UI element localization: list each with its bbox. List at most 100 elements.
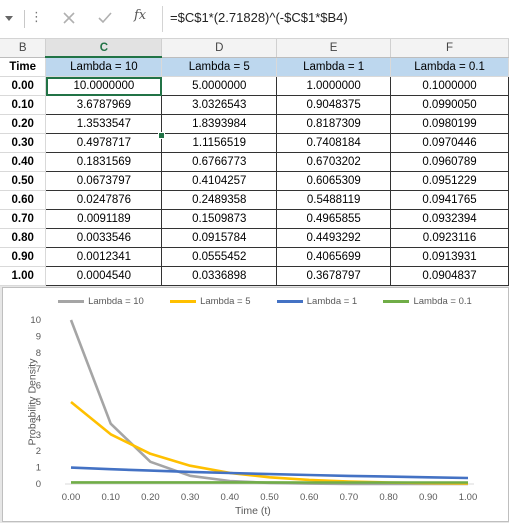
- y-tick-label: 1: [36, 463, 41, 474]
- table-row: 0.80 0.0033546 0.0915784 0.4493292 0.0923116: [0, 228, 509, 248]
- value-cell[interactable]: 0.0247876: [45, 190, 163, 210]
- value-cell[interactable]: 0.4065699: [276, 247, 392, 267]
- value-cell[interactable]: 0.0033546: [45, 228, 163, 248]
- time-cell[interactable]: 0.40: [0, 152, 47, 172]
- x-tick-label: 0.70: [340, 492, 359, 503]
- lambda-header-cell[interactable]: Lambda = 1: [276, 57, 392, 77]
- time-cell[interactable]: 0.50: [0, 171, 47, 191]
- column-header-e[interactable]: E: [276, 39, 392, 58]
- time-cell[interactable]: 1.00: [0, 266, 47, 286]
- column-header-b[interactable]: B: [0, 39, 47, 58]
- value-cell[interactable]: 0.6065309: [276, 171, 392, 191]
- value-cell[interactable]: 0.0555452: [161, 247, 278, 267]
- value-cell[interactable]: 0.0960789: [390, 152, 509, 172]
- value-cell[interactable]: 0.0336898: [161, 266, 278, 286]
- legend-entry[interactable]: Lambda = 0.1: [383, 294, 472, 308]
- y-tick-label: 4: [36, 413, 41, 424]
- value-cell[interactable]: 5.0000000: [161, 76, 278, 96]
- value-cell[interactable]: 0.1831569: [45, 152, 163, 172]
- time-cell[interactable]: 0.20: [0, 114, 47, 134]
- time-cell[interactable]: 0.70: [0, 209, 47, 229]
- name-box-dropdown-icon[interactable]: [5, 12, 13, 24]
- time-header-cell[interactable]: Time: [0, 57, 47, 77]
- value-cell[interactable]: 0.0980199: [390, 114, 509, 134]
- x-tick-label: 1.00: [459, 492, 478, 503]
- more-options-icon[interactable]: ⋮: [30, 9, 43, 24]
- time-cell[interactable]: 0.10: [0, 95, 47, 115]
- column-header-d[interactable]: D: [161, 39, 278, 58]
- value-cell[interactable]: 0.0012341: [45, 247, 163, 267]
- value-cell[interactable]: 0.0951229: [390, 171, 509, 191]
- value-cell[interactable]: 0.0904837: [390, 266, 509, 286]
- time-cell[interactable]: 0.00: [0, 76, 47, 96]
- value-cell[interactable]: 3.0326543: [161, 95, 278, 115]
- time-cell[interactable]: 0.80: [0, 228, 47, 248]
- time-cell[interactable]: 0.90: [0, 247, 47, 267]
- value-cell[interactable]: 0.0932394: [390, 209, 509, 229]
- legend-swatch: [170, 299, 197, 303]
- insert-function-button[interactable]: fx: [134, 8, 147, 23]
- y-tick-label: 8: [36, 348, 41, 359]
- value-cell[interactable]: 0.0913931: [390, 247, 509, 267]
- value-cell[interactable]: 0.0915784: [161, 228, 278, 248]
- time-cell[interactable]: 0.30: [0, 133, 47, 153]
- value-cell[interactable]: 10.0000000: [45, 76, 163, 96]
- legend-entry[interactable]: Lambda = 5: [170, 294, 251, 308]
- value-cell[interactable]: 0.4493292: [276, 228, 392, 248]
- value-cell[interactable]: 1.0000000: [276, 76, 392, 96]
- legend-swatch: [383, 299, 410, 303]
- value-cell[interactable]: 0.4104257: [161, 171, 278, 191]
- value-cell[interactable]: 0.0673797: [45, 171, 163, 191]
- value-cell[interactable]: 0.0004540: [45, 266, 163, 286]
- value-cell[interactable]: 0.3678797: [276, 266, 392, 286]
- line-chart[interactable]: Lambda = 10 Lambda = 5 Lambda = 1 Lambda = …: [2, 287, 509, 522]
- chart-plot-area: 0 1 2 3 4 5 6 7 8 9 10 0.00 0.10 0.20 0.30 0.40 0.50 0.60…: [30, 315, 478, 503]
- sheet-table: B C D E F Time Lambda = 10 Lambda = 5 Lambda = 1…: [0, 39, 509, 286]
- lambda-header-cell[interactable]: Lambda = 0.1: [390, 57, 509, 77]
- value-cell[interactable]: 0.4978717: [45, 133, 163, 153]
- value-cell[interactable]: 0.6766773: [161, 152, 278, 172]
- table-row: 0.20 1.3533547 1.8393984 0.8187309 0.0980199: [0, 114, 509, 134]
- value-cell[interactable]: 1.8393984: [161, 114, 278, 134]
- value-cell[interactable]: 0.0970446: [390, 133, 509, 153]
- time-cell[interactable]: 0.60: [0, 190, 47, 210]
- value-cell[interactable]: 0.9048375: [276, 95, 392, 115]
- lambda-header-cell[interactable]: Lambda = 5: [161, 57, 278, 77]
- lambda-header-cell[interactable]: Lambda = 10: [45, 57, 163, 77]
- y-tick-label: 9: [36, 331, 41, 342]
- value-cell[interactable]: 0.0923116: [390, 228, 509, 248]
- value-cell[interactable]: 0.7408184: [276, 133, 392, 153]
- legend-entry[interactable]: Lambda = 1: [276, 294, 357, 308]
- value-cell[interactable]: 0.2489358: [161, 190, 278, 210]
- value-cell[interactable]: 3.6787969: [45, 95, 163, 115]
- column-header-f[interactable]: F: [390, 39, 509, 58]
- value-cell[interactable]: 0.1000000: [390, 76, 509, 96]
- x-tick-label: 0.20: [141, 492, 160, 503]
- divider: [24, 10, 25, 28]
- x-tick-label: 0.10: [101, 492, 120, 503]
- legend-entry[interactable]: Lambda = 10: [58, 294, 144, 308]
- value-cell[interactable]: 0.5488119: [276, 190, 392, 210]
- cancel-icon[interactable]: [60, 9, 78, 27]
- y-tick-label: 0: [36, 479, 41, 490]
- value-cell[interactable]: 0.4965855: [276, 209, 392, 229]
- y-tick-label: 10: [30, 315, 41, 326]
- value-cell[interactable]: 1.1156519: [161, 133, 278, 153]
- table-row: 0.30 0.4978717 1.1156519 0.7408184 0.0970446: [0, 133, 509, 153]
- enter-check-icon[interactable]: [96, 9, 114, 27]
- value-cell[interactable]: 0.8187309: [276, 114, 392, 134]
- table-row: 0.70 0.0091189 0.1509873 0.4965855 0.0932394: [0, 209, 509, 229]
- value-cell[interactable]: 1.3533547: [45, 114, 163, 134]
- value-cell[interactable]: 0.0990050: [390, 95, 509, 115]
- value-cell[interactable]: 0.1509873: [161, 209, 278, 229]
- column-header-c[interactable]: C: [45, 39, 163, 58]
- formula-input[interactable]: =$C$1*(2.71828)^(-$C$1*$B4): [170, 10, 348, 25]
- value-cell[interactable]: 0.6703202: [276, 152, 392, 172]
- fill-handle[interactable]: [158, 132, 165, 139]
- y-tick-label: 3: [36, 430, 41, 441]
- table-row: 0.90 0.0012341 0.0555452 0.4065699 0.0913931: [0, 247, 509, 267]
- value-cell[interactable]: 0.0091189: [45, 209, 163, 229]
- y-tick-label: 7: [36, 364, 41, 375]
- value-cell[interactable]: 0.0941765: [390, 190, 509, 210]
